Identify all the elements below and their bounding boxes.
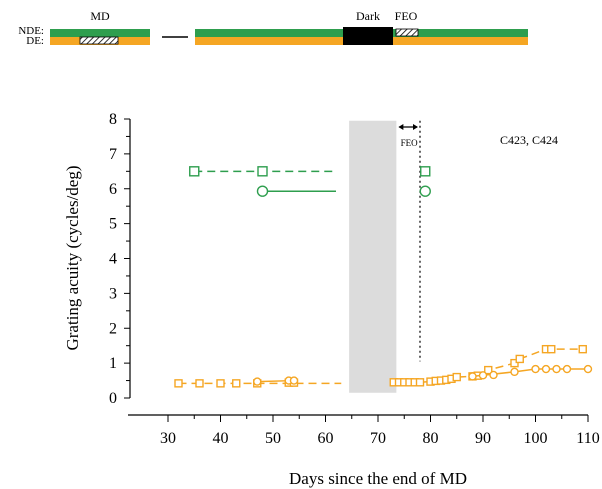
series-2-point [452, 372, 461, 382]
feo-arrowhead-right [413, 124, 418, 130]
dark-label: Dark [356, 9, 380, 23]
x-tick-label: 60 [318, 430, 334, 447]
x-tick-label: 80 [423, 430, 439, 447]
series-0-point [189, 166, 200, 177]
series-3-point [531, 364, 540, 374]
md-hatch [79, 36, 119, 45]
series-2-point [547, 344, 556, 354]
y-tick-label: 7 [109, 146, 117, 163]
x-tick-label: 50 [265, 430, 281, 447]
timeline-schematic: NDE: DE: MD Dark FEO [18, 9, 528, 47]
feo-duration-label: FEO [401, 138, 419, 148]
feo-hatch [395, 28, 419, 37]
series-3-point [552, 364, 561, 374]
series-1-point [419, 185, 431, 197]
y-tick-label: 0 [109, 390, 117, 407]
series-2-point [415, 378, 425, 387]
dark-period-block [343, 27, 393, 45]
de-row-label: DE: [26, 35, 44, 47]
md-label: MD [90, 9, 110, 23]
y-tick-label: 2 [109, 320, 117, 337]
x-axis-title: Days since the end of MD [289, 469, 467, 488]
x-tick-label: 110 [576, 430, 599, 447]
x-tick-label: 100 [524, 430, 548, 447]
y-tick-label: 8 [109, 111, 117, 128]
series-3-point [510, 367, 519, 377]
chart-annotation: C423, C424 [500, 133, 558, 147]
series-3-point [478, 371, 488, 380]
x-tick-label: 40 [213, 430, 229, 447]
series-3-point [253, 377, 262, 386]
nde-row-label: NDE: [18, 25, 44, 37]
series-2-point [216, 379, 225, 388]
series-2-point [174, 379, 183, 388]
feo-arrowhead-left [398, 124, 404, 130]
series-2-point [578, 344, 587, 354]
y-tick-label: 5 [109, 216, 117, 233]
series-3-point [583, 364, 593, 374]
series-3-point [541, 364, 551, 374]
y-tick-label: 1 [109, 355, 117, 372]
series-2-point [195, 379, 204, 388]
x-tick-label: 70 [370, 430, 386, 447]
x-tick-label: 90 [475, 430, 491, 447]
y-tick-label: 6 [109, 181, 117, 198]
series-3-point [489, 370, 498, 380]
y-axis-title: Grating acuity (cycles/deg) [63, 165, 82, 350]
plot-area: 30 40 50 60 70 80 90 100 110 0 1 2 3 4 5 6 7 8 Days since … [63, 111, 600, 488]
dark-period-shading [349, 120, 397, 393]
y-tick-label: 4 [109, 251, 117, 268]
series-3-point [562, 364, 572, 374]
series-0-point [420, 166, 431, 177]
x-tick-label: 30 [160, 430, 176, 447]
y-tick-label: 3 [109, 285, 117, 302]
series-3-point [289, 376, 299, 385]
nde-bar-md [50, 29, 150, 37]
series-3-point [468, 372, 477, 381]
series-0-point [257, 166, 268, 177]
series-1-point [256, 185, 269, 197]
series-2-point [484, 365, 493, 375]
series-2-point [515, 354, 524, 364]
feo-label: FEO [395, 9, 418, 23]
series-2-point [232, 379, 241, 388]
